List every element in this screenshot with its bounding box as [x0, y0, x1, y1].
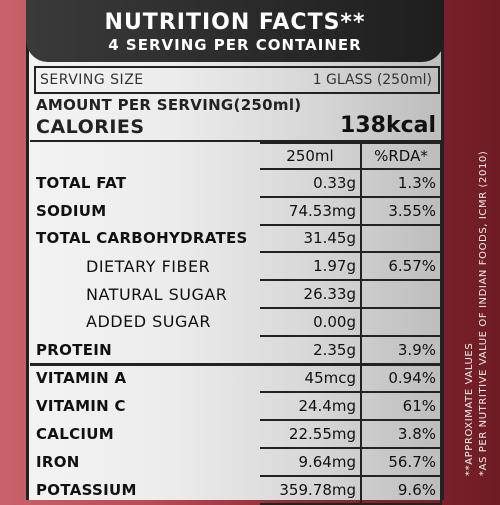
footnotes: **APPROXIMATE VALUES *AS PER NUTRITIVE V…	[463, 56, 491, 476]
nutrient-rda	[360, 306, 442, 337]
nutrient-name: NATURAL SUGAR	[86, 284, 228, 304]
nutrient-amount: 45mcg	[258, 362, 362, 394]
nutrient-rda: 56.7%	[360, 446, 442, 477]
nutrient-amount: 0.00g	[258, 306, 362, 337]
table-row: VITAMIN C 24.4mg 61%	[31, 391, 442, 422]
nutrient-amount: 1.97g	[258, 251, 362, 282]
table-row: IRON 9.64mg 56.7%	[31, 446, 442, 477]
nutrient-rda	[360, 279, 442, 309]
nutrient-rda	[360, 223, 442, 254]
nutrient-name: TOTAL FAT	[36, 173, 127, 192]
nutrient-amount: 26.33g	[258, 279, 362, 309]
serving-size-value: 1 GLASS (250ml)	[312, 72, 432, 88]
serving-size-label: SERVING SIZE	[40, 72, 144, 88]
divider	[30, 140, 442, 142]
nutrient-amount: 0.33g	[258, 168, 362, 198]
nutrient-rda: 6.57%	[360, 251, 442, 282]
nutrient-amount: 9.64mg	[258, 446, 362, 477]
nutrient-rda: 61%	[360, 391, 442, 422]
calories-value: 138kcal	[340, 113, 436, 138]
table-row: VITAMIN A 45mcg 0.94%	[31, 362, 442, 394]
calories-label: CALORIES	[36, 116, 145, 138]
nutrient-amount: 22.55mg	[258, 419, 362, 449]
header-blank	[31, 143, 259, 169]
table-row: DIETARY FIBER 1.97g 6.57%	[31, 251, 442, 282]
nutrition-header: NUTRITION FACTS** 4 SERVING PER CONTAINE…	[26, 0, 444, 62]
table-header-row: 250ml %RDA*	[31, 142, 442, 170]
nutrient-name: CALCIUM	[36, 425, 114, 444]
table-row: PROTEIN 2.35g 3.9%	[31, 334, 442, 366]
table-row: POTASSIUM 359.78mg 9.6%	[31, 474, 442, 505]
column-header-rda: %RDA*	[360, 142, 442, 170]
nutrient-rda: 3.55%	[360, 195, 442, 226]
nutrient-name: VITAMIN C	[36, 397, 126, 416]
nutrient-amount: 74.53mg	[258, 195, 362, 226]
table-row: CALCIUM 22.55mg 3.8%	[31, 419, 442, 449]
nutrient-name: VITAMIN A	[31, 362, 259, 393]
nutrient-name: SODIUM	[36, 201, 107, 220]
column-header-amount: 250ml	[258, 142, 362, 170]
approximate-values-note: **APPROXIMATE VALUES	[464, 342, 475, 476]
nutrient-rda: 9.6%	[360, 474, 442, 505]
nutrition-table: 250ml %RDA* TOTAL FAT 0.33g 1.3% SODIUM …	[30, 142, 442, 505]
nutrient-name: TOTAL CARBOHYDRATES	[36, 229, 248, 248]
nutrient-name: POTASSIUM	[36, 480, 137, 499]
nutrient-amount: 359.78mg	[258, 474, 362, 505]
nutrient-amount: 24.4mg	[258, 391, 362, 422]
table-row: ADDED SUGAR 0.00g	[31, 306, 442, 337]
nutrient-rda: 3.8%	[360, 419, 442, 449]
nutrient-amount: 2.35g	[258, 334, 362, 366]
nutrient-name: PROTEIN	[36, 340, 113, 359]
servings-per-container: 4 SERVING PER CONTAINER	[108, 36, 362, 54]
nutrient-name: ADDED SUGAR	[86, 312, 211, 332]
table-row: SODIUM 74.53mg 3.55%	[31, 195, 442, 226]
nutrient-amount: 31.45g	[258, 223, 362, 254]
table-row: NATURAL SUGAR 26.33g	[31, 279, 442, 309]
nutrient-rda: 1.3%	[360, 168, 442, 198]
nutrient-name: IRON	[36, 452, 80, 471]
table-row: TOTAL CARBOHYDRATES 31.45g	[31, 223, 442, 254]
nutrition-title: NUTRITION FACTS**	[104, 10, 366, 35]
nutrient-name: DIETARY FIBER	[86, 256, 211, 276]
serving-size-box: SERVING SIZE 1 GLASS (250ml)	[34, 66, 440, 94]
rda-basis-note: *AS PER NUTRITIVE VALUE OF INDIAN FOODS,…	[478, 150, 489, 476]
nutrient-rda: 0.94%	[360, 362, 442, 394]
amount-per-serving: AMOUNT PER SERVING(250ml)	[36, 96, 302, 114]
table-row: TOTAL FAT 0.33g 1.3%	[31, 168, 442, 198]
nutrient-rda: 3.9%	[360, 334, 442, 366]
